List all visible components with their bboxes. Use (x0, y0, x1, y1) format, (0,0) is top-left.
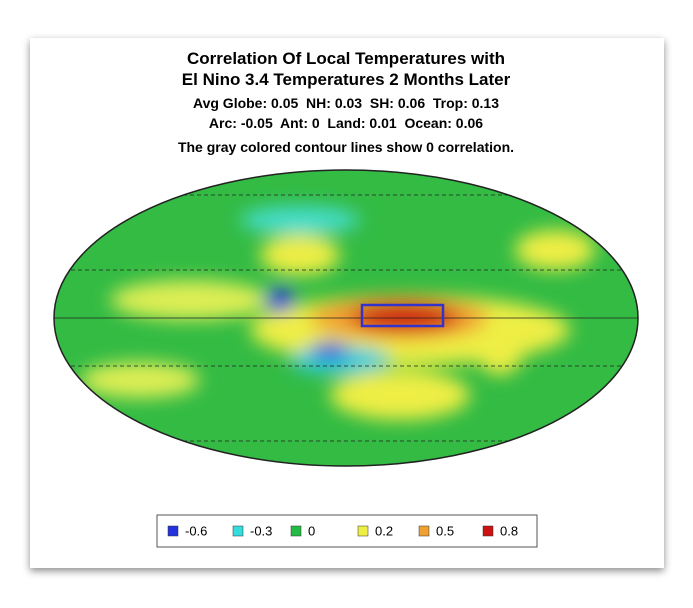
note: The gray colored contour lines show 0 co… (178, 139, 514, 155)
title-line: Correlation Of Local Temperatures with (187, 49, 505, 68)
anomaly-field (80, 206, 595, 420)
legend-label: -0.3 (250, 523, 272, 538)
legend-label: 0 (308, 523, 315, 538)
legend-swatch (167, 525, 179, 537)
legend-swatch (418, 525, 430, 537)
legend-swatch (482, 525, 494, 537)
nino34-box (360, 303, 445, 328)
legend-label: 0.2 (375, 523, 393, 538)
legend-swatch (357, 525, 369, 537)
legend: -0.6 -0.3 0 0.2 0.5 0.8 (167, 523, 518, 538)
stats-line: Arc: -0.05 Ant: 0 Land: 0.01 Ocean: 0.06 (209, 115, 483, 131)
title-line: El Nino 3.4 Temperatures 2 Months Later (182, 70, 511, 89)
stats-line: Avg Globe: 0.05 NH: 0.03 SH: 0.06 Trop: … (193, 95, 499, 111)
legend-swatch (290, 525, 302, 537)
legend-swatch (232, 525, 244, 537)
legend-label: 0.5 (436, 523, 454, 538)
map (54, 170, 638, 466)
legend-label: -0.6 (185, 523, 207, 538)
legend-label: 0.8 (500, 523, 518, 538)
globe-outline (53, 169, 639, 467)
legend-box (156, 514, 538, 548)
